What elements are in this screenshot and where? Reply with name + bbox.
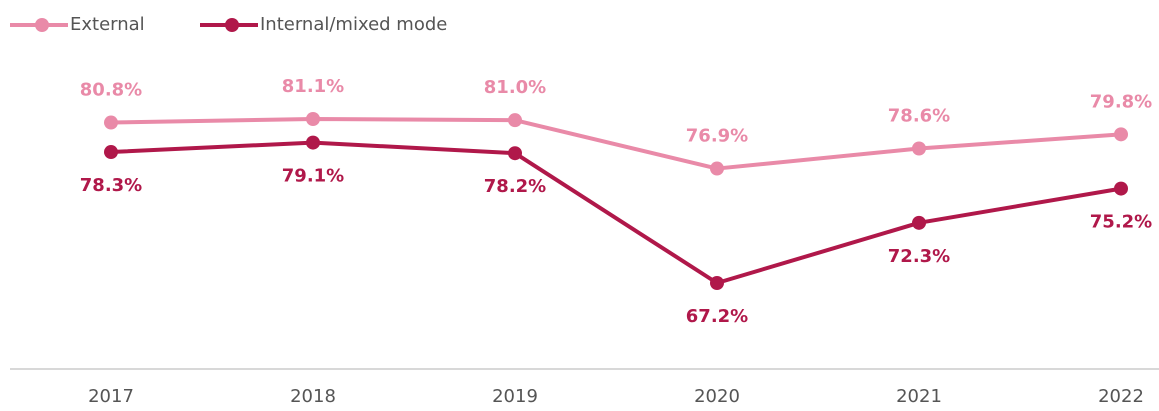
data-label: 80.8% bbox=[80, 80, 142, 101]
data-label: 78.3% bbox=[80, 175, 142, 196]
legend-dot bbox=[225, 18, 239, 32]
x-tick-label: 2018 bbox=[290, 386, 336, 407]
point bbox=[508, 113, 522, 128]
point bbox=[710, 276, 724, 290]
x-tick-label: 2019 bbox=[492, 386, 538, 407]
point bbox=[104, 115, 118, 130]
legend-label: External bbox=[70, 14, 145, 35]
x-tick-label: 2017 bbox=[88, 386, 134, 407]
x-tick-label: 2022 bbox=[1098, 386, 1144, 407]
point bbox=[104, 145, 118, 160]
data-label: 79.8% bbox=[1090, 91, 1152, 112]
point bbox=[1114, 127, 1128, 142]
point bbox=[508, 146, 522, 161]
x-tick-label: 2020 bbox=[694, 386, 740, 407]
data-label: 78.6% bbox=[888, 105, 950, 126]
data-label: 67.2% bbox=[686, 306, 748, 327]
data-label: 79.1% bbox=[282, 166, 344, 187]
legend-label: Internal/mixed mode bbox=[260, 14, 447, 35]
point bbox=[710, 161, 724, 176]
point bbox=[912, 141, 926, 156]
data-label: 72.3% bbox=[888, 246, 950, 267]
data-label: 81.0% bbox=[484, 77, 546, 98]
point bbox=[306, 135, 320, 150]
series-line bbox=[110, 140, 1122, 285]
point bbox=[1114, 181, 1128, 196]
legend-dot bbox=[35, 18, 49, 32]
x-tick-label: 2021 bbox=[896, 386, 942, 407]
series-line bbox=[110, 117, 1122, 171]
data-label: 81.1% bbox=[282, 76, 344, 97]
data-label: 78.2% bbox=[484, 176, 546, 197]
data-label: 76.9% bbox=[686, 126, 748, 147]
point bbox=[306, 112, 320, 126]
data-label: 75.2% bbox=[1090, 212, 1152, 233]
point bbox=[912, 215, 926, 230]
